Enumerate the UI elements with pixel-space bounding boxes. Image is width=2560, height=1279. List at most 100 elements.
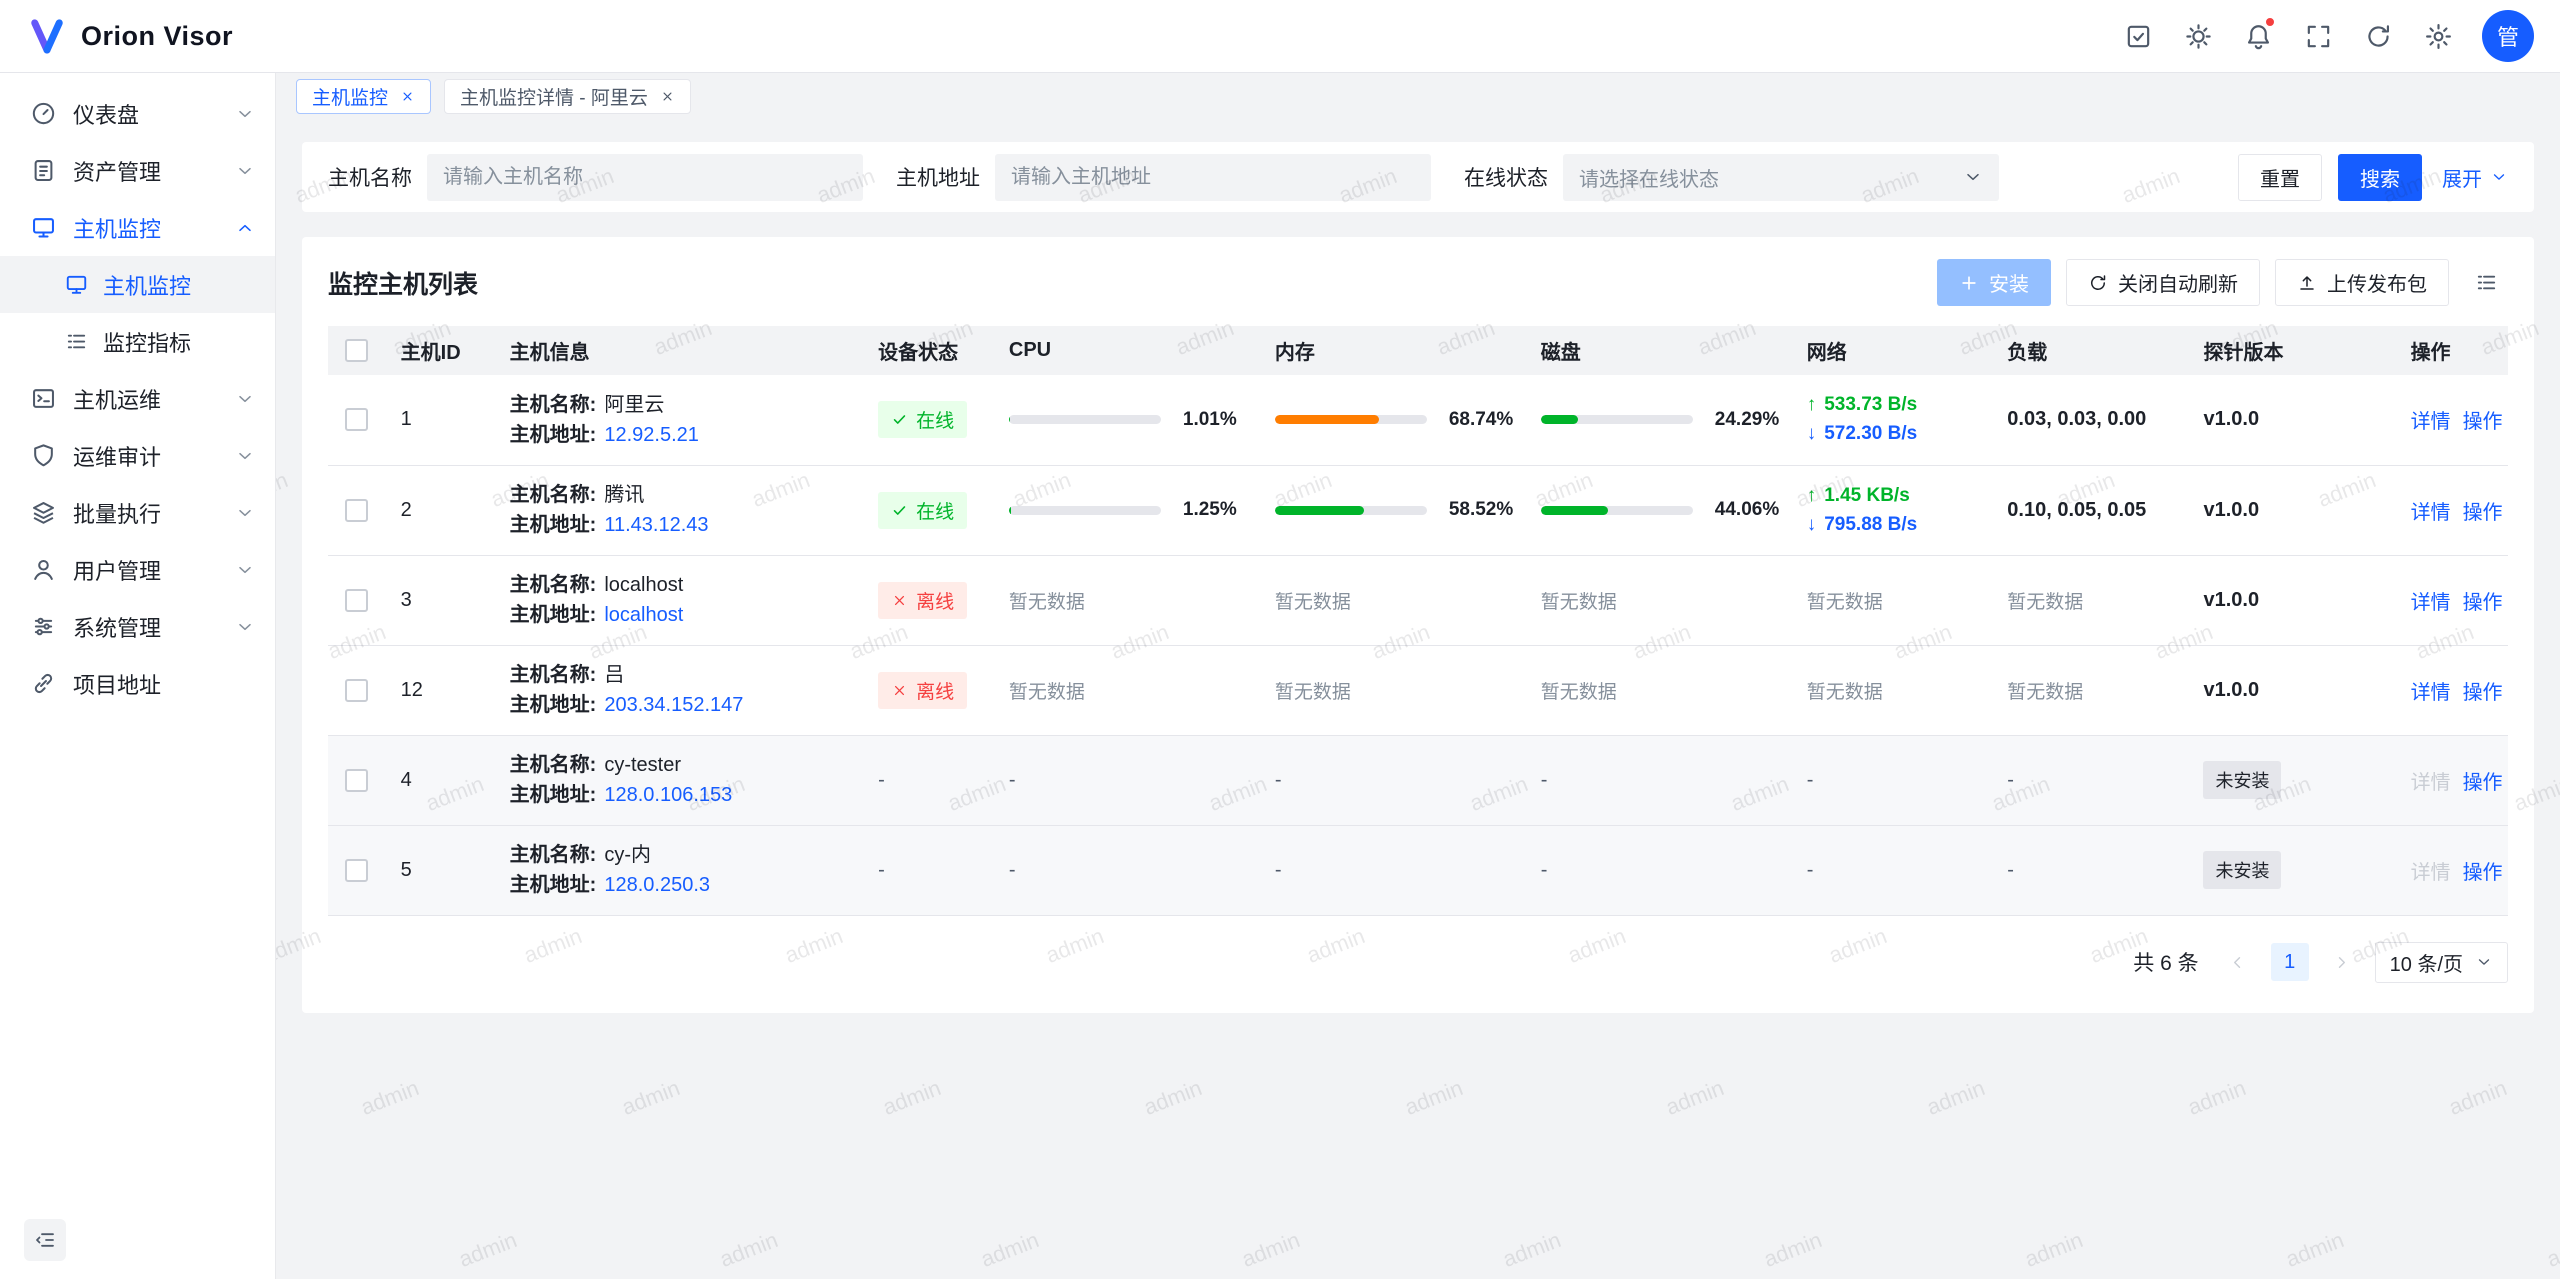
online-status-filter-label: 在线状态 (1464, 167, 1548, 190)
close-icon[interactable] (660, 89, 675, 104)
fullscreen-icon[interactable] (2292, 10, 2344, 62)
fold-icon (36, 1233, 54, 1247)
expand-toggle[interactable]: 展开 (2442, 163, 2508, 192)
prev-page-button[interactable] (2219, 943, 2257, 981)
host-table: 主机ID 主机信息 设备状态 CPU 内存 磁盘 网络 负载 探针版本 操作 (328, 326, 2508, 916)
page-size-select[interactable]: 10 条/页 (2374, 941, 2508, 983)
host-address-link[interactable]: 203.34.152.147 (604, 694, 744, 716)
host-address-link[interactable]: 12.92.5.21 (604, 423, 699, 446)
action-link[interactable]: 操作 (2462, 771, 2503, 794)
sidebar-item-batch-exec[interactable]: 批量执行 (0, 484, 275, 541)
host-address-link[interactable]: 11.43.12.43 (604, 514, 709, 536)
host-name-input[interactable] (427, 153, 863, 201)
sidebar-item-host-ops[interactable]: 主机运维 (0, 370, 275, 427)
sidebar-item-project-url[interactable]: 项目地址 (0, 655, 275, 712)
progress-fill (1540, 505, 1608, 515)
filter-bar: 主机名称 主机地址 在线状态 请选择在线状态 重置 搜索 展开 (302, 142, 2534, 212)
detail-link[interactable]: 详情 (2410, 411, 2451, 434)
chevron-down-icon (235, 446, 255, 466)
host-name: cy-内 (604, 844, 652, 866)
page-number-1[interactable]: 1 (2270, 943, 2309, 981)
sidebar-item-assets[interactable]: 资产管理 (0, 142, 275, 199)
sidebar-item-system-management[interactable]: 系统管理 (0, 598, 275, 655)
host-address-link[interactable]: localhost (604, 604, 684, 626)
sidebar-subitem-host-monitoring[interactable]: 主机监控 (0, 256, 275, 313)
no-data-text: 暂无数据 (1806, 681, 1883, 703)
check-square-icon[interactable] (2112, 10, 2164, 62)
table-row: 3 主机名称: localhost 主机地址: localhost 离线 暂无数据 … (328, 555, 2508, 646)
action-link[interactable]: 操作 (2462, 591, 2503, 614)
row-checkbox[interactable] (344, 678, 368, 702)
row-checkbox[interactable] (344, 768, 368, 792)
app-logo-icon (31, 19, 63, 54)
list-title: 监控主机列表 (328, 270, 479, 299)
tab-host-monitoring-detail[interactable]: 主机监控详情 - 阿里云 (444, 79, 691, 114)
detail-link[interactable]: 详情 (2410, 591, 2451, 614)
sidebar-item-label: 运维审计 (73, 444, 162, 470)
host-id: 3 (384, 555, 494, 646)
sidebar-menu: 仪表盘 资产管理 主机监控 主机监控 监控指标 主机运维 运维审计 (0, 85, 275, 1219)
header-row: 主机ID 主机信息 设备状态 CPU 内存 磁盘 网络 负载 探针版本 操作 (328, 326, 2508, 375)
detail-link[interactable]: 详情 (2410, 681, 2451, 704)
status-badge: 在线 (878, 401, 968, 439)
action-link[interactable]: 操作 (2462, 861, 2503, 884)
sidebar-item-user-management[interactable]: 用户管理 (0, 541, 275, 598)
detail-link[interactable]: 详情 (2410, 501, 2451, 524)
progress-fill (1274, 505, 1364, 515)
topbar-actions: 管 (2112, 10, 2534, 62)
bell-icon[interactable] (2232, 10, 2284, 62)
layers-icon (30, 499, 57, 526)
refresh-icon[interactable] (2352, 10, 2404, 62)
status-badge: 离线 (878, 671, 968, 709)
progress-track (1274, 415, 1427, 425)
host-address-link[interactable]: 128.0.106.153 (604, 784, 733, 806)
sidebar-subitem-monitor-metrics[interactable]: 监控指标 (0, 313, 275, 370)
sidebar-item-dashboard[interactable]: 仪表盘 (0, 85, 275, 142)
dash-text: - (878, 768, 885, 791)
online-status-select[interactable]: 请选择在线状态 (1563, 153, 1999, 201)
list-icon (2477, 275, 2495, 290)
terminal-icon (30, 385, 57, 412)
column-header-status: 设备状态 (862, 326, 993, 375)
upload-package-button[interactable]: 上传发布包 (2275, 259, 2449, 306)
row-checkbox[interactable] (344, 588, 368, 612)
sidebar-item-host-monitoring[interactable]: 主机监控 (0, 199, 275, 256)
user-avatar[interactable]: 管 (2482, 10, 2534, 62)
action-link[interactable]: 操作 (2462, 681, 2503, 704)
auto-refresh-button[interactable]: 关闭自动刷新 (2066, 259, 2260, 306)
progress-track (1008, 505, 1161, 515)
theme-toggle-icon[interactable] (2172, 10, 2224, 62)
sidebar-item-ops-audit[interactable]: 运维审计 (0, 427, 275, 484)
check-icon (893, 415, 906, 425)
action-link[interactable]: 操作 (2462, 411, 2503, 434)
column-header-disk: 磁盘 (1524, 326, 1791, 375)
host-address-link[interactable]: 128.0.250.3 (604, 874, 710, 896)
sidebar-item-label: 用户管理 (73, 558, 162, 584)
tab-host-monitoring[interactable]: 主机监控 (296, 79, 432, 114)
next-page-button[interactable] (2323, 943, 2361, 981)
row-checkbox[interactable] (344, 498, 368, 522)
no-data-text: 暂无数据 (1274, 591, 1351, 613)
sidebar-collapse-button[interactable] (24, 1219, 66, 1261)
expand-label: 展开 (2442, 168, 2482, 191)
install-button[interactable]: 安装 (1937, 259, 2051, 306)
host-id: 5 (384, 825, 494, 916)
search-button[interactable]: 搜索 (2338, 153, 2422, 201)
host-id: 1 (384, 375, 494, 466)
table-density-button[interactable] (2464, 261, 2508, 305)
chevron-down-icon (235, 503, 255, 523)
dash-text: - (1008, 768, 1016, 791)
sidebar-item-label: 主机运维 (73, 387, 162, 413)
settings-gear-icon[interactable] (2412, 10, 2464, 62)
host-address-input[interactable] (995, 153, 1431, 201)
reset-button[interactable]: 重置 (2238, 153, 2322, 201)
chevron-down-icon (235, 617, 255, 637)
upload-icon (2300, 275, 2314, 290)
select-all-checkbox[interactable] (344, 339, 368, 363)
close-icon[interactable] (400, 89, 415, 104)
sidebar-item-label: 系统管理 (73, 615, 162, 641)
refresh-icon (2091, 274, 2106, 290)
row-checkbox[interactable] (344, 408, 368, 432)
action-link[interactable]: 操作 (2462, 501, 2503, 524)
row-checkbox[interactable] (344, 858, 368, 882)
